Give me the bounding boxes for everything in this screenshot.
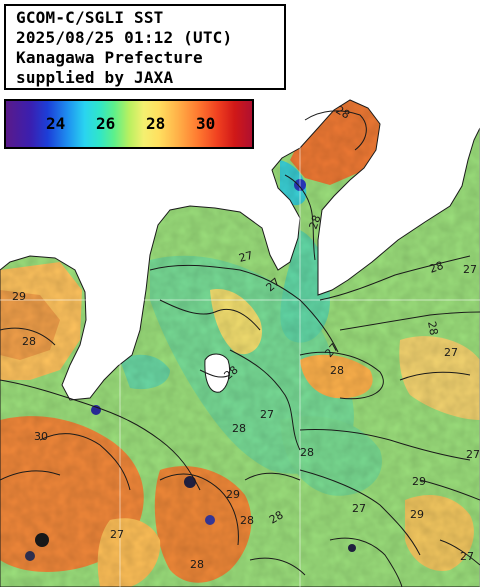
contour-label: 28 (22, 335, 36, 348)
contour-label: 27 (466, 448, 480, 461)
contour-label: 27 (110, 528, 124, 541)
contour-label: 28 (267, 508, 286, 526)
contour-label: 29 (12, 290, 26, 303)
sensor-title: GCOM-C/SGLI SST (16, 8, 164, 27)
contour-label: 27 (237, 249, 254, 265)
colorbar-tick: 24 (46, 114, 66, 133)
contour-label: 27 (444, 346, 458, 359)
sst-contours (0, 110, 480, 587)
contour-label: 27 (260, 408, 274, 421)
contour-label: 30 (34, 430, 48, 443)
contour-label: 28 (334, 103, 353, 121)
contour-label: 28 (240, 514, 254, 527)
colorbar-tick: 28 (146, 114, 166, 133)
contour-label: 29 (410, 508, 424, 521)
contour-label: 28 (190, 558, 204, 571)
contour-label: 28 (307, 213, 324, 231)
contour-label: 28 (232, 422, 246, 435)
data-credit: supplied by JAXA (16, 68, 174, 87)
info-panel: GCOM-C/SGLI SST 2025/08/25 01:12 (UTC) K… (4, 4, 286, 90)
contour-label: 29 (412, 475, 426, 488)
contour-label: 28 (428, 259, 446, 276)
contour-label: 27 (352, 502, 366, 515)
colorbar-tick: 30 (196, 114, 216, 133)
contour-label: 27 (460, 550, 474, 563)
observation-time: 2025/08/25 01:12 (UTC) (16, 28, 233, 47)
temperature-colorbar: 24 26 28 30 (4, 99, 254, 149)
colorbar-tick: 26 (96, 114, 116, 133)
contour-label: 28 (425, 320, 440, 336)
contour-label: 28 (300, 446, 314, 459)
contour-label: 27 (463, 263, 477, 276)
island (204, 353, 231, 393)
contour-label: 29 (226, 488, 240, 501)
region-name: Kanagawa Prefecture (16, 48, 203, 67)
contour-label: 28 (330, 364, 344, 377)
